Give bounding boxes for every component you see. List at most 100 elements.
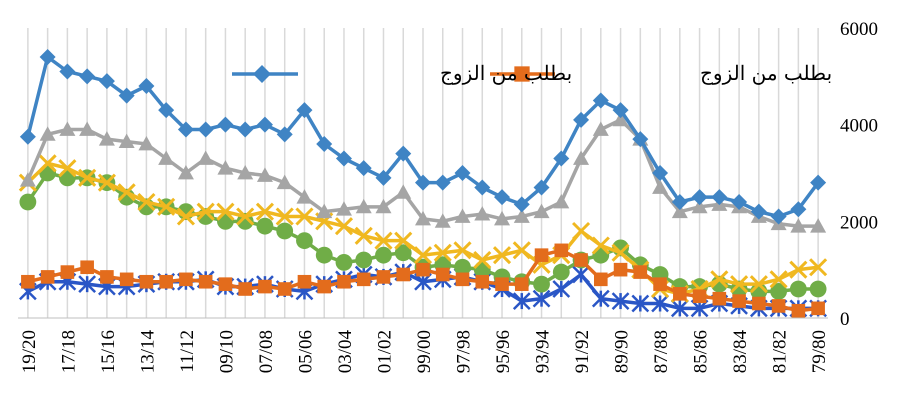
data-point	[315, 246, 333, 264]
data-point	[394, 231, 413, 250]
data-point	[810, 218, 827, 233]
data-point	[789, 280, 807, 298]
data-point	[673, 287, 687, 301]
data-point	[19, 172, 36, 187]
series-2	[21, 243, 825, 318]
data-point	[791, 303, 806, 318]
data-point	[613, 262, 628, 277]
data-point	[97, 173, 116, 192]
axes: 0 2000 4000 6000 79/80 81/82 83/84 85/86 87/88 89…	[18, 19, 878, 373]
data-point	[356, 272, 371, 287]
data-point	[574, 253, 588, 267]
data-point	[474, 179, 491, 196]
data-point	[59, 63, 76, 80]
x-tick-label: 03/04	[335, 330, 356, 374]
data-point	[40, 270, 55, 284]
data-point	[712, 291, 727, 306]
data-point	[316, 136, 333, 152]
data-point	[512, 292, 531, 310]
x-tick-label: 05/06	[295, 330, 316, 373]
data-point	[670, 299, 689, 318]
data-point	[494, 189, 511, 206]
data-point	[100, 270, 114, 284]
series-lines	[18, 49, 828, 318]
data-point	[711, 189, 728, 206]
data-point	[454, 165, 471, 181]
data-point	[157, 197, 176, 216]
data-point	[750, 203, 767, 220]
data-point	[335, 201, 352, 216]
data-point	[80, 260, 94, 275]
data-point	[59, 121, 76, 136]
data-point	[395, 184, 412, 199]
data-point	[258, 279, 272, 294]
data-point	[632, 131, 649, 148]
data-point	[218, 277, 233, 291]
data-point	[533, 275, 550, 293]
data-point	[255, 202, 275, 221]
data-point	[256, 167, 273, 182]
data-point	[710, 270, 729, 289]
data-point	[119, 272, 134, 287]
data-point	[591, 236, 610, 255]
data-point	[652, 179, 669, 194]
data-point	[434, 174, 451, 191]
data-point	[297, 274, 312, 289]
data-point	[277, 282, 292, 296]
data-point	[534, 248, 549, 262]
data-point	[592, 92, 609, 109]
data-point	[355, 198, 372, 214]
data-point	[769, 270, 788, 289]
data-point	[335, 254, 353, 271]
data-point	[296, 232, 313, 250]
data-point	[138, 136, 155, 151]
data-point	[592, 121, 609, 136]
x-tick-label: 89/90	[612, 330, 633, 373]
data-point	[810, 174, 827, 191]
data-point	[276, 126, 293, 143]
data-point	[494, 210, 511, 226]
data-point	[337, 274, 351, 289]
data-point	[611, 292, 630, 310]
data-point	[475, 274, 490, 289]
data-point	[474, 206, 491, 221]
data-point	[454, 258, 471, 276]
data-point	[217, 160, 234, 175]
y-tick-label: 4000	[840, 116, 878, 137]
data-point	[513, 196, 530, 213]
data-point	[671, 194, 688, 210]
data-point	[809, 280, 827, 298]
data-point	[572, 265, 590, 284]
data-point	[553, 150, 570, 167]
x-tick-label: 83/84	[730, 330, 751, 374]
data-point	[591, 289, 610, 308]
data-point	[118, 133, 135, 148]
data-point	[177, 121, 194, 138]
data-point	[296, 102, 313, 119]
data-point	[176, 207, 195, 226]
series-1	[19, 49, 827, 225]
data-point	[78, 168, 97, 187]
data-point	[335, 150, 352, 167]
legend-entry: بطلب من الزوج	[232, 61, 572, 85]
data-point	[256, 217, 274, 235]
data-point	[138, 78, 155, 94]
data-point	[454, 208, 471, 223]
data-point	[39, 126, 56, 141]
legend-label: بطلب من الزوج	[440, 61, 572, 85]
data-point	[752, 296, 766, 311]
data-point	[770, 208, 787, 225]
x-tick-label: 15/16	[98, 330, 119, 373]
data-point	[317, 279, 332, 294]
data-point	[416, 262, 430, 277]
x-tick-label: 81/82	[770, 330, 791, 373]
data-point	[374, 231, 393, 250]
x-tick-label: 91/92	[572, 330, 593, 373]
data-point	[533, 179, 550, 196]
data-point	[276, 222, 294, 240]
series-3	[19, 111, 827, 233]
data-point	[256, 116, 273, 133]
data-point	[611, 243, 630, 262]
data-point	[275, 207, 294, 226]
data-point	[653, 277, 667, 291]
